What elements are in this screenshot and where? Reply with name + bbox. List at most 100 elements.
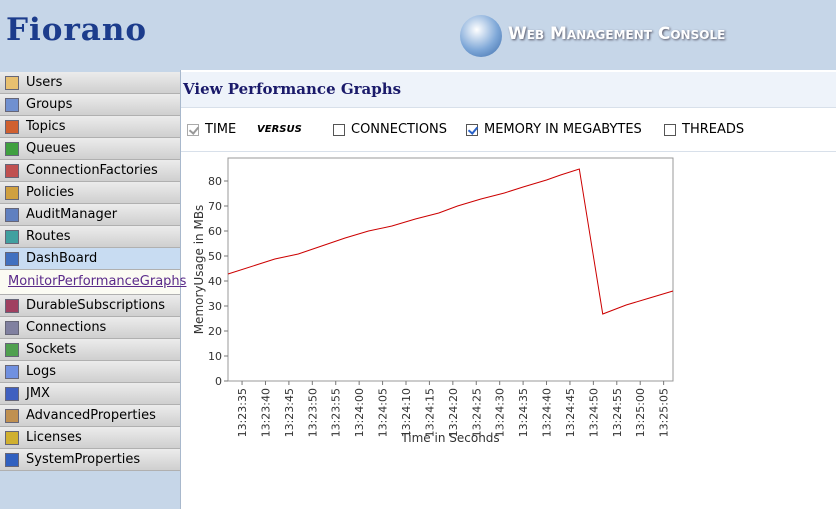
nav-item[interactable]: JMX bbox=[0, 383, 180, 405]
x-tick-label: 13:25:05 bbox=[658, 388, 671, 437]
x-tick-label: 13:24:40 bbox=[541, 388, 554, 437]
nav-icon bbox=[5, 141, 19, 156]
nav-label: Logs bbox=[26, 364, 56, 379]
nav-item[interactable]: ConnectionFactories bbox=[0, 160, 180, 182]
checkbox-label: MEMORY IN MEGABYTES bbox=[484, 122, 642, 137]
nav-label: ConnectionFactories bbox=[26, 163, 158, 178]
x-tick-label: 13:24:30 bbox=[494, 388, 507, 437]
sidebar: Users Groups Topics Queues ConnectionFactori… bbox=[0, 70, 186, 509]
nav-icon bbox=[5, 430, 19, 445]
x-tick-label: 13:24:10 bbox=[400, 388, 413, 437]
logo: Fiorano bbox=[6, 12, 148, 48]
y-tick-label: 0 bbox=[215, 375, 222, 388]
y-tick-label: 70 bbox=[208, 200, 222, 213]
nav-label: Policies bbox=[26, 185, 75, 200]
x-tick-label: 13:24:55 bbox=[611, 388, 624, 437]
data-line bbox=[227, 168, 674, 315]
nav-icon bbox=[5, 452, 19, 467]
x-tick-label: 13:23:40 bbox=[259, 388, 272, 437]
plot-area bbox=[227, 157, 674, 382]
nav-icon bbox=[5, 163, 19, 178]
nav-label: Connections bbox=[26, 320, 107, 335]
nav-item[interactable]: Policies bbox=[0, 182, 180, 204]
nav-label: AdvancedProperties bbox=[26, 408, 156, 423]
nav-item[interactable]: Sockets bbox=[0, 339, 180, 361]
checkbox-label: CONNECTIONS bbox=[351, 122, 448, 137]
nav-label: DurableSubscriptions bbox=[26, 298, 165, 313]
y-tick-label: 40 bbox=[208, 275, 222, 288]
nav-label: Groups bbox=[26, 97, 73, 112]
nav-label: DashBoard bbox=[26, 251, 98, 266]
x-tick-label: 13:23:55 bbox=[330, 388, 343, 437]
checkbox-option: TIME bbox=[187, 122, 236, 137]
nav-item[interactable]: Logs bbox=[0, 361, 180, 383]
nav-icon bbox=[5, 408, 19, 423]
x-tick-label: 13:23:50 bbox=[306, 388, 319, 437]
nav-item[interactable]: DashBoard bbox=[0, 248, 180, 270]
nav-item[interactable]: SystemProperties bbox=[0, 449, 180, 471]
header: Fiorano Web Management Console bbox=[0, 0, 836, 70]
checkbox[interactable] bbox=[664, 123, 676, 136]
nav-item[interactable]: Routes bbox=[0, 226, 180, 248]
nav-item[interactable]: Connections bbox=[0, 317, 180, 339]
nav-label: AuditManager bbox=[26, 207, 118, 222]
y-tick-label: 60 bbox=[208, 225, 222, 238]
checkbox-option[interactable]: CONNECTIONS bbox=[333, 122, 447, 137]
versus-label: VERSUS bbox=[257, 124, 302, 135]
title-band: View Performance Graphs bbox=[181, 72, 836, 108]
globe-icon bbox=[460, 15, 502, 57]
checkbox[interactable] bbox=[466, 123, 478, 136]
nav-item[interactable]: Groups bbox=[0, 94, 180, 116]
nav-item[interactable]: AdvancedProperties bbox=[0, 405, 180, 427]
nav-label: Routes bbox=[26, 229, 71, 244]
x-tick-label: 13:24:45 bbox=[564, 388, 577, 437]
checkbox[interactable] bbox=[333, 123, 345, 136]
x-tick-label: 13:24:15 bbox=[423, 388, 436, 437]
x-tick-label: 13:24:50 bbox=[587, 388, 600, 437]
nav-item[interactable]: Topics bbox=[0, 116, 180, 138]
checkbox-label: TIME bbox=[205, 122, 237, 137]
nav-label: SystemProperties bbox=[26, 452, 141, 467]
nav-icon bbox=[5, 251, 19, 266]
y-axis-label: MemoryUsage in MBs bbox=[192, 205, 206, 335]
options-bar: VERSUS TIME CONNECTIONS MEMORY IN MEGABYTE… bbox=[181, 108, 836, 152]
chart: 0 10 20 30 40 50 60 70 80 13:23:35 13:23:40 13:23:4… bbox=[192, 157, 674, 445]
nav-icon bbox=[5, 298, 19, 313]
x-tick-label: 13:25:00 bbox=[634, 388, 647, 437]
nav-label: Users bbox=[26, 75, 63, 90]
nav-item[interactable]: Users bbox=[0, 72, 180, 94]
nav-icon bbox=[5, 364, 19, 379]
nav-item[interactable]: DurableSubscriptions bbox=[0, 295, 180, 317]
nav-label: Queues bbox=[26, 141, 76, 156]
x-tick-label: 13:24:25 bbox=[470, 388, 483, 437]
y-tick-label: 80 bbox=[208, 175, 222, 188]
x-axis-label: Time in Seconds bbox=[400, 431, 499, 445]
nav-icon bbox=[5, 320, 19, 335]
checkbox-option[interactable]: THREADS bbox=[664, 122, 744, 137]
nav-label: JMX bbox=[26, 386, 50, 401]
nav-item[interactable]: Licenses bbox=[0, 427, 180, 449]
x-tick-label: 13:23:45 bbox=[283, 388, 296, 437]
x-tick-label: 13:24:20 bbox=[447, 388, 460, 437]
console-title: Web Management Console bbox=[508, 24, 726, 44]
nav-sublink[interactable]: MonitorPerformanceGraphs bbox=[8, 274, 187, 289]
x-tick-label: 13:23:35 bbox=[236, 388, 249, 437]
checkbox-option[interactable]: MEMORY IN MEGABYTES bbox=[466, 122, 642, 137]
nav-icon bbox=[5, 75, 19, 90]
x-tick-label: 13:24:05 bbox=[377, 388, 390, 437]
nav-item[interactable]: Queues bbox=[0, 138, 180, 160]
nav-label: Sockets bbox=[26, 342, 77, 357]
nav-icon bbox=[5, 386, 19, 401]
x-tick-label: 13:24:35 bbox=[517, 388, 530, 437]
y-tick-label: 10 bbox=[208, 350, 222, 363]
checkbox bbox=[187, 123, 199, 136]
page-title: View Performance Graphs bbox=[183, 80, 402, 98]
x-tick-label: 13:24:00 bbox=[353, 388, 366, 437]
nav-icon bbox=[5, 207, 19, 222]
nav-label: Licenses bbox=[26, 430, 82, 445]
nav-icon bbox=[5, 342, 19, 357]
nav-icon bbox=[5, 229, 19, 244]
y-tick-label: 20 bbox=[208, 325, 222, 338]
nav-item[interactable]: AuditManager bbox=[0, 204, 180, 226]
